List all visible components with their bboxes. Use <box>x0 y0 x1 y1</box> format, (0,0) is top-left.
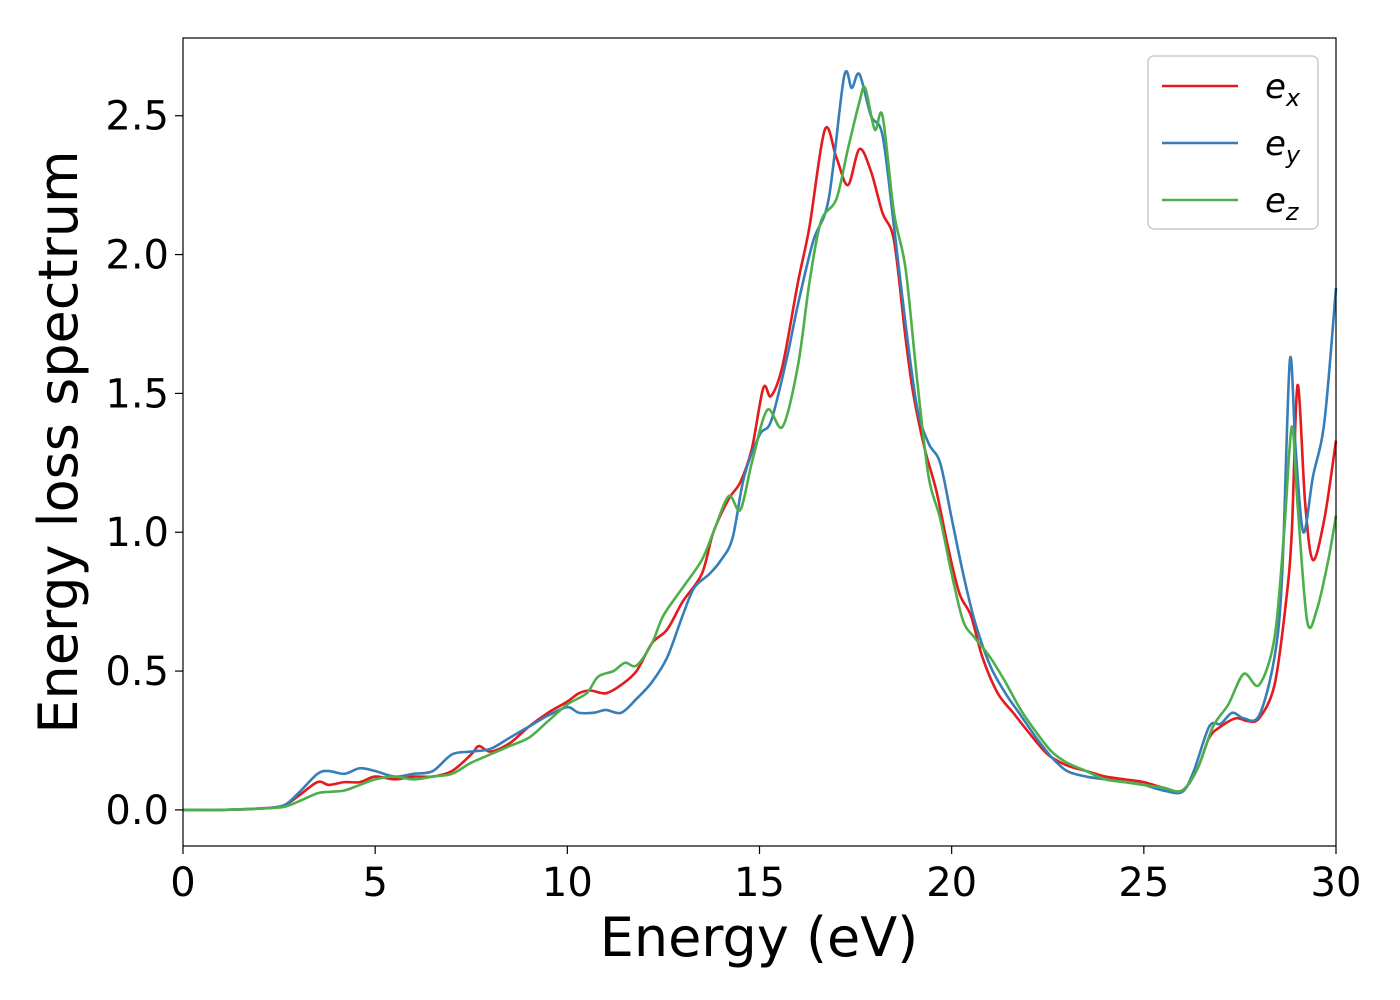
x-tick-label: 10 <box>542 860 593 906</box>
series-line-y <box>182 69 1338 812</box>
y-axis-ticks: 0.0 0.5 1.0 1.5 2.0 2.5 <box>105 94 183 834</box>
x-tick-label: 25 <box>1118 860 1169 906</box>
x-tick-label: 5 <box>362 860 387 906</box>
y-tick-label: 1.5 <box>105 371 169 417</box>
series-lines <box>182 69 1338 812</box>
x-tick-label: 30 <box>1311 860 1362 906</box>
y-tick-label: 0.5 <box>105 649 169 695</box>
y-axis-title: Energy loss spectrum <box>27 150 90 733</box>
x-tick-label: 20 <box>926 860 977 906</box>
x-axis-title: Energy (eV) <box>600 906 919 969</box>
y-tick-label: 1.0 <box>105 510 169 556</box>
y-tick-label: 2.0 <box>105 233 169 279</box>
x-tick-label: 0 <box>170 860 195 906</box>
x-axis-ticks: 0 5 10 15 20 25 30 <box>170 846 1361 906</box>
legend-subscript: z <box>1285 198 1300 226</box>
series-line-z <box>182 85 1338 812</box>
y-tick-label: 2.5 <box>105 94 169 140</box>
x-tick-label: 15 <box>734 860 785 906</box>
legend-subscript: y <box>1285 141 1301 169</box>
legend-subscript: x <box>1285 84 1301 112</box>
y-tick-label: 0.0 <box>105 788 169 834</box>
